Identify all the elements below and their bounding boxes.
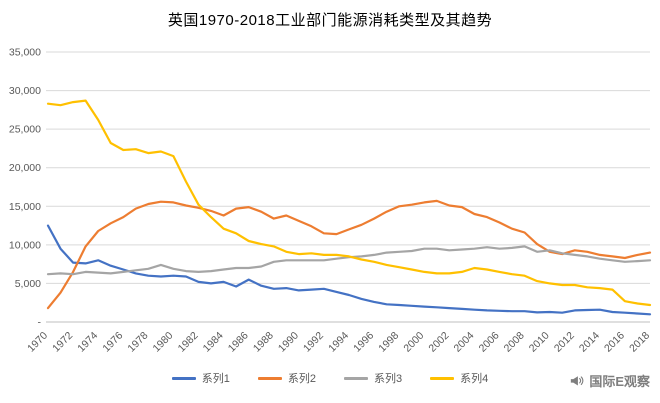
legend-item-series1: 系列1 [171,370,230,386]
legend-label-series3: 系列3 [374,373,403,385]
y-tick-label: 20,000 [9,162,41,174]
series-line-4 [46,99,652,307]
x-tick-label: 1978 [125,330,150,355]
x-tick-label: 2006 [477,330,502,355]
y-tick-label: 30,000 [9,85,41,97]
x-tick-label: 1970 [25,330,50,355]
line-chart: - 5,000 10,000 15,000 20,000 25,000 30,000 35,0… [9,47,652,355]
x-tick-label: 2012 [552,330,577,355]
x-tick-label: 1980 [151,330,176,355]
series-line-1 [46,224,652,316]
watermark: 国际E观察 [568,371,650,390]
x-tick-label: 1984 [201,330,226,355]
y-tick-label: - [38,317,42,329]
x-tick-label: 2018 [627,330,652,355]
x-tick-label: 2014 [577,330,602,355]
watermark-text: 国际E观察 [589,374,650,389]
chart-title: 英国1970-2018工业部门能源消耗类型及其趋势 [167,12,493,29]
x-tick-label: 1996 [351,330,376,355]
x-tick-label: 1990 [276,330,301,355]
series2-line-swatch [257,376,282,380]
x-tick-label: 2004 [452,330,477,355]
x-tick-label: 1998 [376,330,401,355]
x-tick-label: 1986 [226,330,251,355]
y-tick-label: 15,000 [9,201,41,213]
x-tick-label: 2010 [527,330,552,355]
series-line-2 [46,199,652,310]
legend-item-series4: 系列4 [430,370,488,386]
x-tick-label: 1974 [75,330,100,355]
megaphone-icon [571,376,584,386]
x-tick-label: 1992 [301,330,326,355]
x-tick-label: 2008 [502,330,527,355]
chart-legend: 系列1 系列2 系列3 系列4 [0,370,660,386]
x-tick-label: 1982 [176,330,201,355]
legend-label-series4: 系列4 [460,373,489,385]
x-tick-label: 2000 [401,330,426,355]
legend-label-series2: 系列2 [287,373,316,385]
x-tick-label: 2002 [426,330,451,355]
legend-item-series2: 系列2 [257,370,316,386]
legend-label-series1: 系列1 [201,373,230,385]
x-tick-label: 1972 [50,330,75,355]
legend-item-series3: 系列3 [344,370,402,386]
y-tick-label: 5,000 [15,278,41,290]
x-tick-label: 1976 [100,330,125,355]
series1-line-swatch [171,376,196,380]
y-tick-label: 10,000 [9,239,41,251]
x-tick-label: 2016 [602,330,627,355]
y-tick-label: 25,000 [9,124,41,136]
series3-line-swatch [344,376,368,380]
x-tick-label: 1988 [251,330,276,355]
y-tick-label: 35,000 [9,47,41,59]
series-line-3 [46,245,652,276]
series4-line-swatch [430,376,455,380]
x-tick-label: 1994 [326,330,351,355]
